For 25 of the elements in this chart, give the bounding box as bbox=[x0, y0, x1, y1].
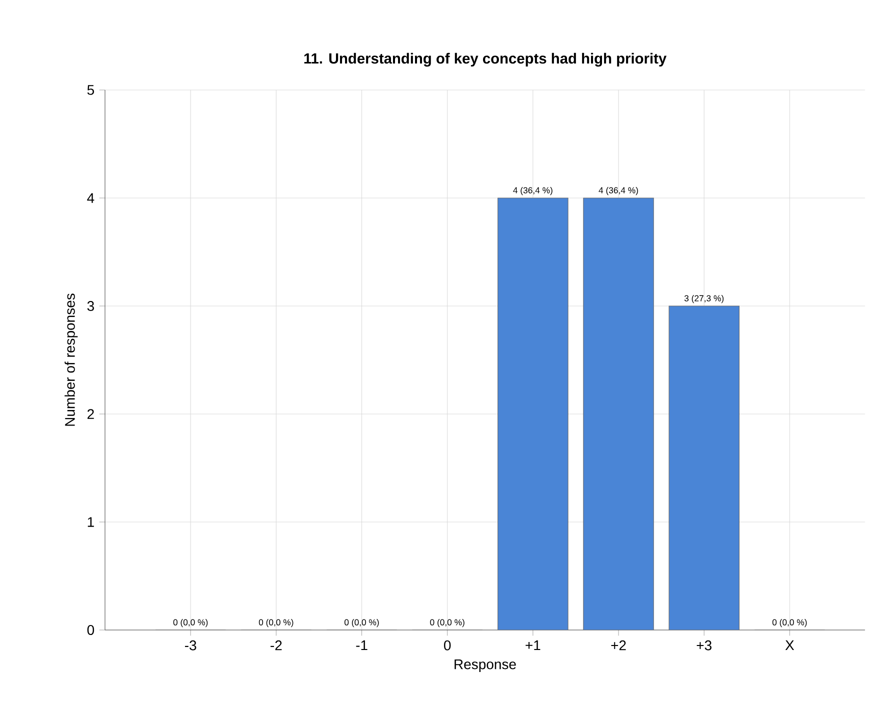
x-tick-label: -1 bbox=[356, 640, 368, 650]
y-tick-label: 3 bbox=[87, 301, 94, 311]
x-tick-label: 0 bbox=[444, 640, 451, 650]
y-tick-label: 0 bbox=[87, 625, 94, 635]
y-tick-label: 2 bbox=[88, 409, 94, 419]
y-axis-title: Number of responses bbox=[64, 294, 78, 426]
x-tick-label: -3 bbox=[184, 640, 196, 650]
y-tick-label: 4 bbox=[87, 193, 94, 203]
y-tick-label: 1 bbox=[88, 517, 94, 527]
x-tick-label: +2 bbox=[611, 640, 626, 650]
data-label: 0 (0,0 %) bbox=[430, 619, 464, 628]
y-tick-label: 5 bbox=[87, 85, 94, 95]
x-tick-label: +1 bbox=[526, 640, 540, 650]
x-tick-label: +3 bbox=[696, 640, 712, 650]
data-label: 4 (36,4 %) bbox=[513, 186, 552, 196]
x-axis-title: Response bbox=[454, 659, 516, 672]
data-label: 0 (0,0 %) bbox=[344, 619, 379, 628]
data-label: 3 (27,3 %) bbox=[684, 295, 724, 304]
data-label: 0 (0,0 %) bbox=[173, 619, 208, 628]
x-tick-label: -2 bbox=[270, 640, 282, 650]
data-label: 4 (36,4 %) bbox=[598, 186, 638, 196]
x-tick-label: X bbox=[785, 640, 794, 650]
data-label: 0 (0,0 %) bbox=[258, 619, 294, 628]
chart-title: 11. Understanding of key concepts had high priority bbox=[304, 52, 667, 67]
data-label: 0 (0,0 %) bbox=[772, 619, 807, 628]
